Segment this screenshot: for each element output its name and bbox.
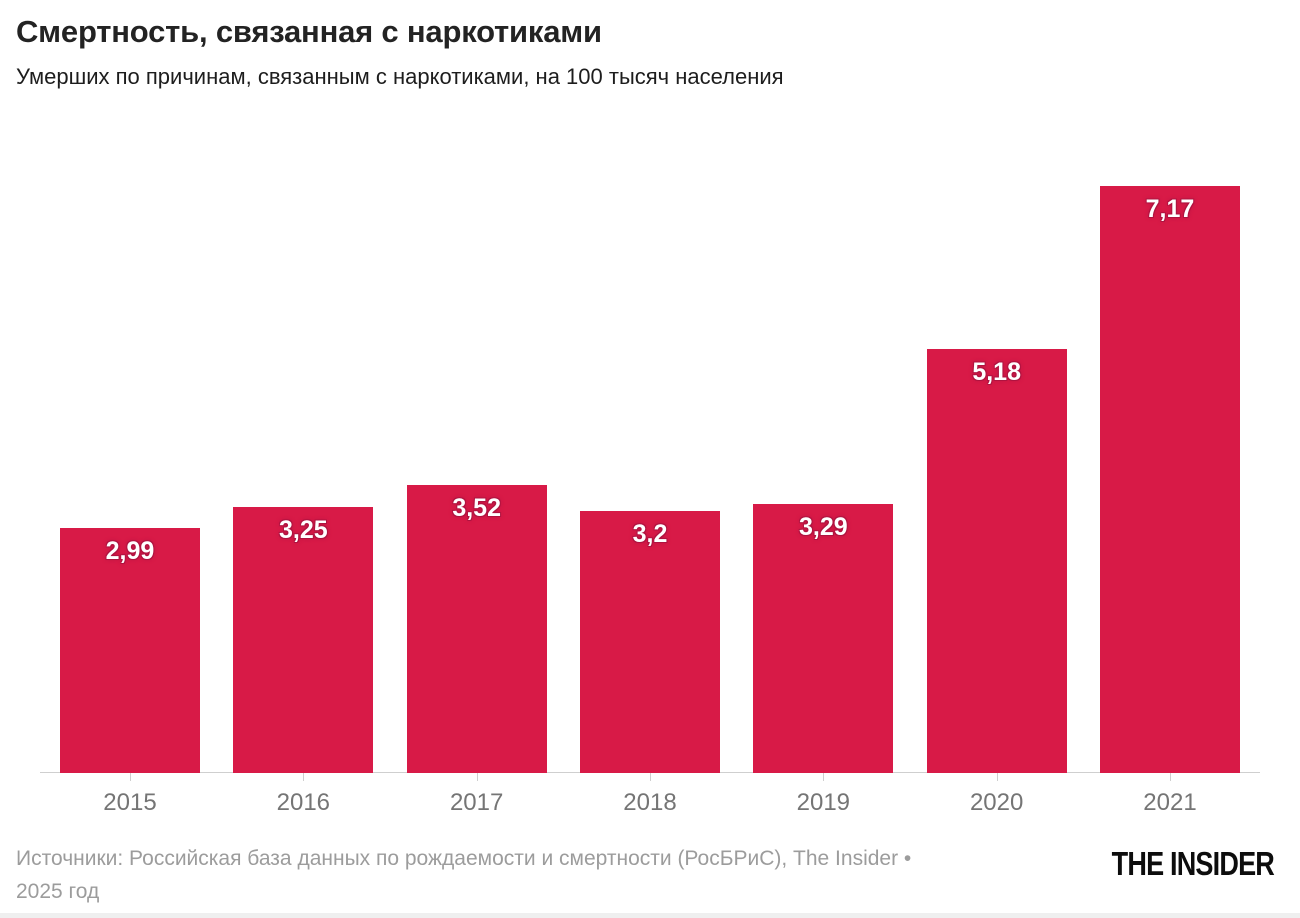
bar-value-label: 3,52 — [452, 494, 501, 522]
x-axis-tick — [130, 773, 131, 781]
x-axis-label-2019: 2019 — [796, 789, 851, 816]
bar-2020[interactable]: 5,18 — [926, 349, 1067, 773]
x-axis-label-2016: 2016 — [276, 789, 331, 816]
x-axis-label-2015: 2015 — [103, 789, 157, 816]
bar-value-label: 3,29 — [798, 513, 848, 541]
bar-2018[interactable]: 3,2 — [580, 511, 720, 773]
chart-title: Смертность, связанная с наркотиками — [16, 14, 602, 49]
bar-chart-plot-area: 2,99 2015 3,25 2016 3,52 2017 3,2 2018 3,29 2019 5… — [40, 150, 1260, 816]
bar-2016[interactable]: 3,25 — [233, 507, 374, 773]
source-line-1: Источники: Российская база данных по рож… — [16, 847, 912, 870]
bar-value-label: 7,17 — [1145, 195, 1195, 223]
bar-value-label: 2,99 — [105, 537, 155, 565]
bar-2021[interactable]: 7,17 — [1100, 186, 1240, 773]
x-axis-tick — [303, 773, 305, 781]
x-axis-tick — [823, 773, 825, 781]
bar-value-label: 3,25 — [278, 516, 328, 544]
bar-2017[interactable]: 3,52 — [406, 485, 547, 773]
source-note: Источники: Российская база данных по рож… — [16, 842, 911, 908]
chart-subtitle: Умерших по причинам, связанным с наркоти… — [16, 64, 784, 89]
x-axis-tick — [650, 773, 651, 781]
source-line-2: 2025 год — [16, 880, 100, 903]
x-axis-tick — [476, 773, 478, 781]
x-axis-label-2018: 2018 — [623, 789, 677, 816]
x-axis-label-2021: 2021 — [1143, 789, 1197, 816]
bar-value-label: 5,18 — [972, 358, 1021, 386]
bar-2015[interactable]: 2,99 — [60, 528, 200, 773]
bar-2019[interactable]: 3,29 — [753, 504, 894, 773]
x-axis-label-2017: 2017 — [449, 789, 504, 816]
the-insider-logo: THE INSIDER — [1111, 845, 1275, 882]
x-axis-label-2020: 2020 — [969, 789, 1024, 816]
bar-value-label: 3,2 — [632, 520, 668, 548]
x-axis-tick — [996, 773, 998, 781]
bottom-edge-strip — [0, 913, 1300, 918]
x-axis-tick — [1170, 773, 1171, 781]
